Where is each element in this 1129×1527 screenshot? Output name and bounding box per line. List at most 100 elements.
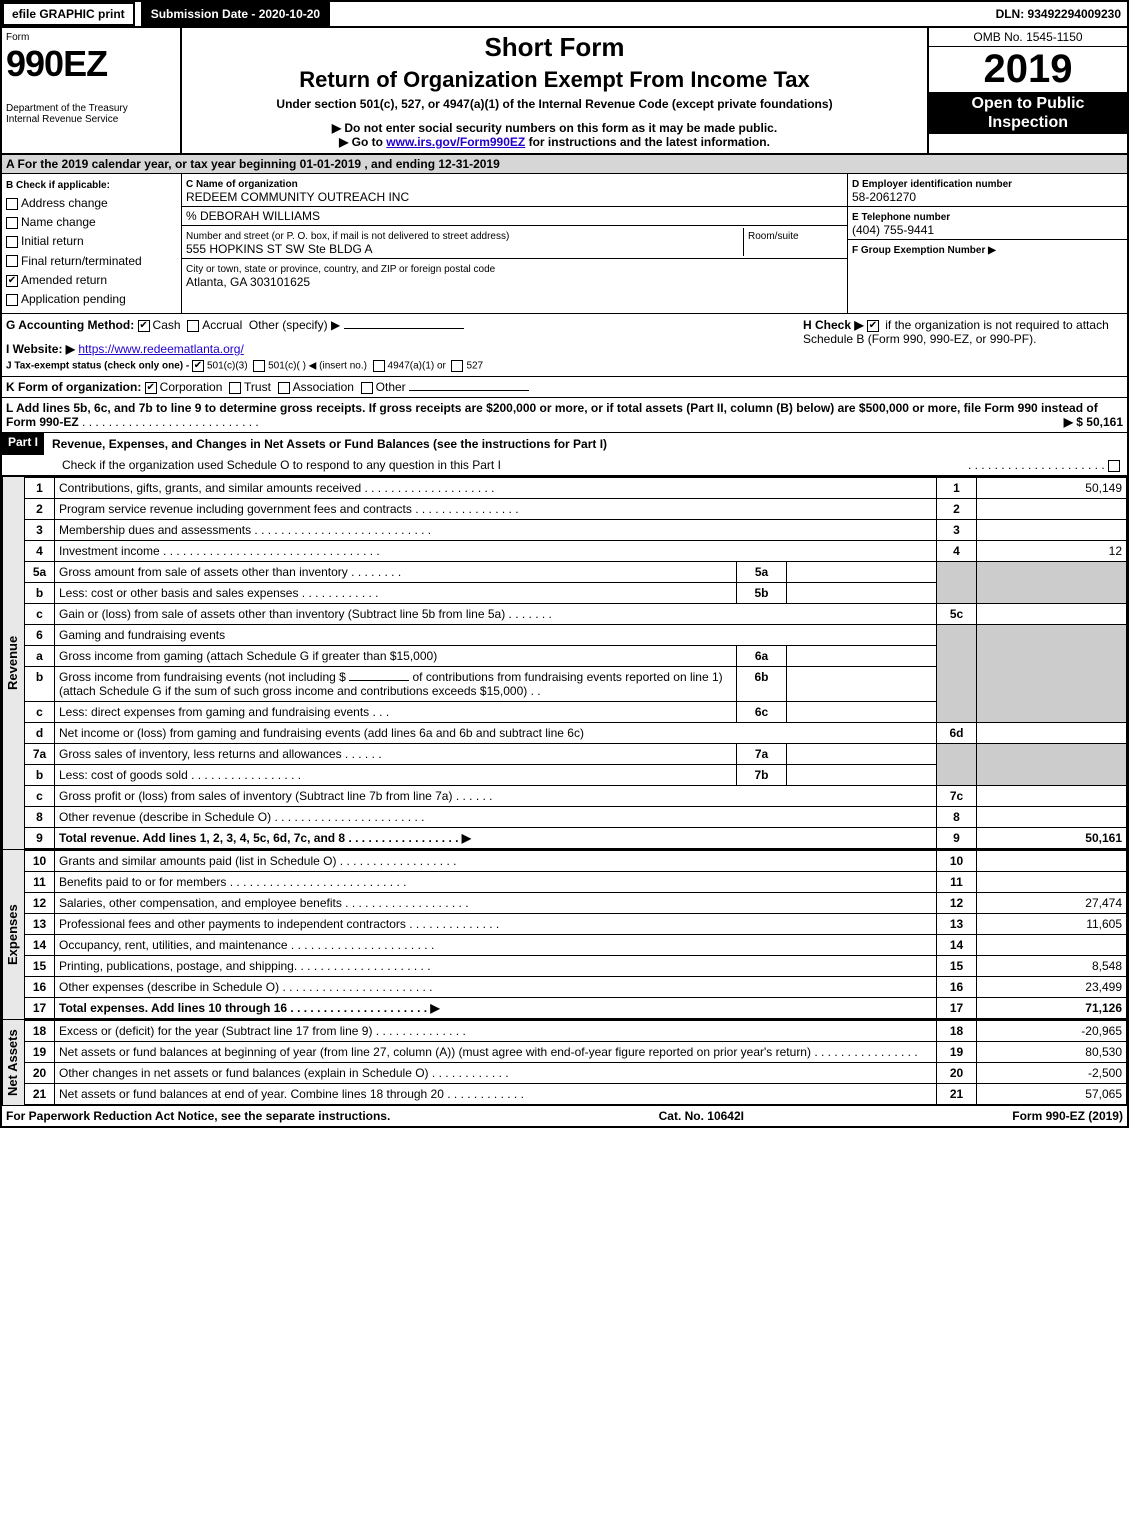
expenses-table: 10Grants and similar amounts paid (list … (24, 850, 1127, 1019)
line-15: 15Printing, publications, postage, and s… (25, 956, 1127, 977)
j-label: J Tax-exempt status (check only one) - (6, 361, 189, 372)
checkbox-cash[interactable] (138, 320, 150, 332)
section-k: K Form of organization: Corporation Trus… (2, 377, 1127, 398)
net-assets-section: Net Assets 18Excess or (deficit) for the… (2, 1019, 1127, 1105)
netassets-side-label: Net Assets (2, 1020, 24, 1105)
irs-link[interactable]: www.irs.gov/Form990EZ (386, 135, 525, 149)
checkbox-corporation[interactable] (145, 382, 157, 394)
city-label: City or town, state or province, country… (186, 264, 495, 275)
c-name-label: C Name of organization (186, 179, 298, 190)
checkbox-application-pending[interactable] (6, 294, 18, 306)
care-of: % DEBORAH WILLIAMS (186, 209, 320, 223)
line-11: 11Benefits paid to or for members . . . … (25, 872, 1127, 893)
line-10: 10Grants and similar amounts paid (list … (25, 851, 1127, 872)
line-6: 6Gaming and fundraising events (25, 625, 1127, 646)
line-13: 13Professional fees and other payments t… (25, 914, 1127, 935)
line-5a: 5aGross amount from sale of assets other… (25, 562, 1127, 583)
footer-left: For Paperwork Reduction Act Notice, see … (6, 1109, 390, 1123)
tax-year-row: A For the 2019 calendar year, or tax yea… (2, 155, 1127, 174)
b-label: B Check if applicable: (6, 178, 177, 194)
l-amount: ▶ $ 50,161 (1064, 415, 1123, 429)
checkbox-527[interactable] (451, 360, 463, 372)
checkbox-501c[interactable] (253, 360, 265, 372)
room-suite-label: Room/suite (748, 231, 799, 242)
checkbox-501c3[interactable] (192, 360, 204, 372)
revenue-table: 1Contributions, gifts, grants, and simil… (24, 477, 1127, 849)
checkbox-trust[interactable] (229, 382, 241, 394)
line-3: 3Membership dues and assessments . . . .… (25, 520, 1127, 541)
k-label: K Form of organization: (6, 380, 141, 394)
g-label: G Accounting Method: (6, 318, 134, 332)
entity-block: B Check if applicable: Address change Na… (2, 174, 1127, 314)
section-l: L Add lines 5b, 6c, and 7b to line 9 to … (2, 398, 1127, 433)
checkbox-association[interactable] (278, 382, 290, 394)
part-i-tag: Part I (2, 433, 44, 455)
line-8: 8Other revenue (describe in Schedule O) … (25, 807, 1127, 828)
line-2: 2Program service revenue including gover… (25, 499, 1127, 520)
ein-value: 58-2061270 (852, 190, 916, 204)
line-7c: cGross profit or (loss) from sales of in… (25, 786, 1127, 807)
line-7a: 7aGross sales of inventory, less returns… (25, 744, 1127, 765)
dln-label: DLN: 93492294009230 (996, 7, 1127, 21)
part-i-header: Part I Revenue, Expenses, and Changes in… (2, 433, 1127, 476)
section-c: C Name of organization REDEEM COMMUNITY … (182, 174, 847, 313)
short-form-title: Short Form (190, 32, 919, 63)
irs-label: Internal Revenue Service (6, 114, 176, 125)
line-18: 18Excess or (deficit) for the year (Subt… (25, 1021, 1127, 1042)
revenue-section: Revenue 1Contributions, gifts, grants, a… (2, 476, 1127, 849)
d-ein-label: D Employer identification number (852, 179, 1012, 190)
efile-graphic-print-button[interactable]: efile GRAPHIC print (2, 2, 135, 26)
line-6d: dNet income or (loss) from gaming and fu… (25, 723, 1127, 744)
footer-center: Cat. No. 10642I (659, 1109, 744, 1123)
phone-value: (404) 755-9441 (852, 223, 934, 237)
checkbox-amended-return[interactable] (6, 275, 18, 287)
line-9: 9Total revenue. Add lines 1, 2, 3, 4, 5c… (25, 828, 1127, 849)
warning-ssn: ▶ Do not enter social security numbers o… (190, 121, 919, 135)
other-org-input[interactable] (409, 390, 529, 391)
omb-number: OMB No. 1545-1150 (929, 28, 1127, 47)
footer-right: Form 990-EZ (2019) (1012, 1109, 1123, 1123)
subtitle: Under section 501(c), 527, or 4947(a)(1)… (190, 97, 919, 111)
form-990ez-page: efile GRAPHIC print Submission Date - 20… (0, 0, 1129, 1128)
checkbox-schedule-o[interactable] (1108, 460, 1120, 472)
part-i-check-text: Check if the organization used Schedule … (62, 458, 501, 472)
city-state-zip: Atlanta, GA 303101625 (186, 275, 310, 289)
warning-goto: ▶ Go to www.irs.gov/Form990EZ for instru… (190, 135, 919, 149)
f-group-label: F Group Exemption Number ▶ (852, 245, 996, 256)
netassets-table: 18Excess or (deficit) for the year (Subt… (24, 1020, 1127, 1105)
street-label: Number and street (or P. O. box, if mail… (186, 231, 509, 242)
section-g-h: G Accounting Method: Cash Accrual Other … (2, 314, 1127, 377)
submission-date-badge: Submission Date - 2020-10-20 (141, 2, 330, 26)
section-def: D Employer identification number 58-2061… (847, 174, 1127, 313)
checkbox-name-change[interactable] (6, 217, 18, 229)
part-i-title: Revenue, Expenses, and Changes in Net As… (44, 433, 615, 455)
checkbox-accrual[interactable] (187, 320, 199, 332)
checkbox-initial-return[interactable] (6, 236, 18, 248)
line-14: 14Occupancy, rent, utilities, and mainte… (25, 935, 1127, 956)
form-header: Form 990EZ Department of the Treasury In… (2, 28, 1127, 155)
line-21: 21Net assets or fund balances at end of … (25, 1084, 1127, 1105)
line-16: 16Other expenses (describe in Schedule O… (25, 977, 1127, 998)
line-12: 12Salaries, other compensation, and empl… (25, 893, 1127, 914)
other-specify-input[interactable] (344, 328, 464, 329)
section-b: B Check if applicable: Address change Na… (2, 174, 182, 313)
checkbox-other-org[interactable] (361, 382, 373, 394)
website-link[interactable]: https://www.redeematlanta.org/ (78, 342, 243, 356)
line-4: 4Investment income . . . . . . . . . . .… (25, 541, 1127, 562)
line-17: 17Total expenses. Add lines 10 through 1… (25, 998, 1127, 1019)
tax-year: 2019 (929, 47, 1127, 92)
6b-contrib-input[interactable] (349, 680, 409, 681)
line-1: 1Contributions, gifts, grants, and simil… (25, 478, 1127, 499)
checkbox-4947[interactable] (373, 360, 385, 372)
checkbox-address-change[interactable] (6, 198, 18, 210)
section-h: H Check ▶ if the organization is not req… (803, 318, 1123, 372)
return-title: Return of Organization Exempt From Incom… (190, 67, 919, 93)
checkbox-final-return[interactable] (6, 255, 18, 267)
line-5c: cGain or (loss) from sale of assets othe… (25, 604, 1127, 625)
checkbox-schedule-b[interactable] (867, 320, 879, 332)
top-bar: efile GRAPHIC print Submission Date - 20… (2, 2, 1127, 28)
street-address: 555 HOPKINS ST SW Ste BLDG A (186, 242, 373, 256)
line-20: 20Other changes in net assets or fund ba… (25, 1063, 1127, 1084)
i-website-label: I Website: ▶ (6, 342, 75, 356)
form-number: 990EZ (6, 43, 176, 85)
